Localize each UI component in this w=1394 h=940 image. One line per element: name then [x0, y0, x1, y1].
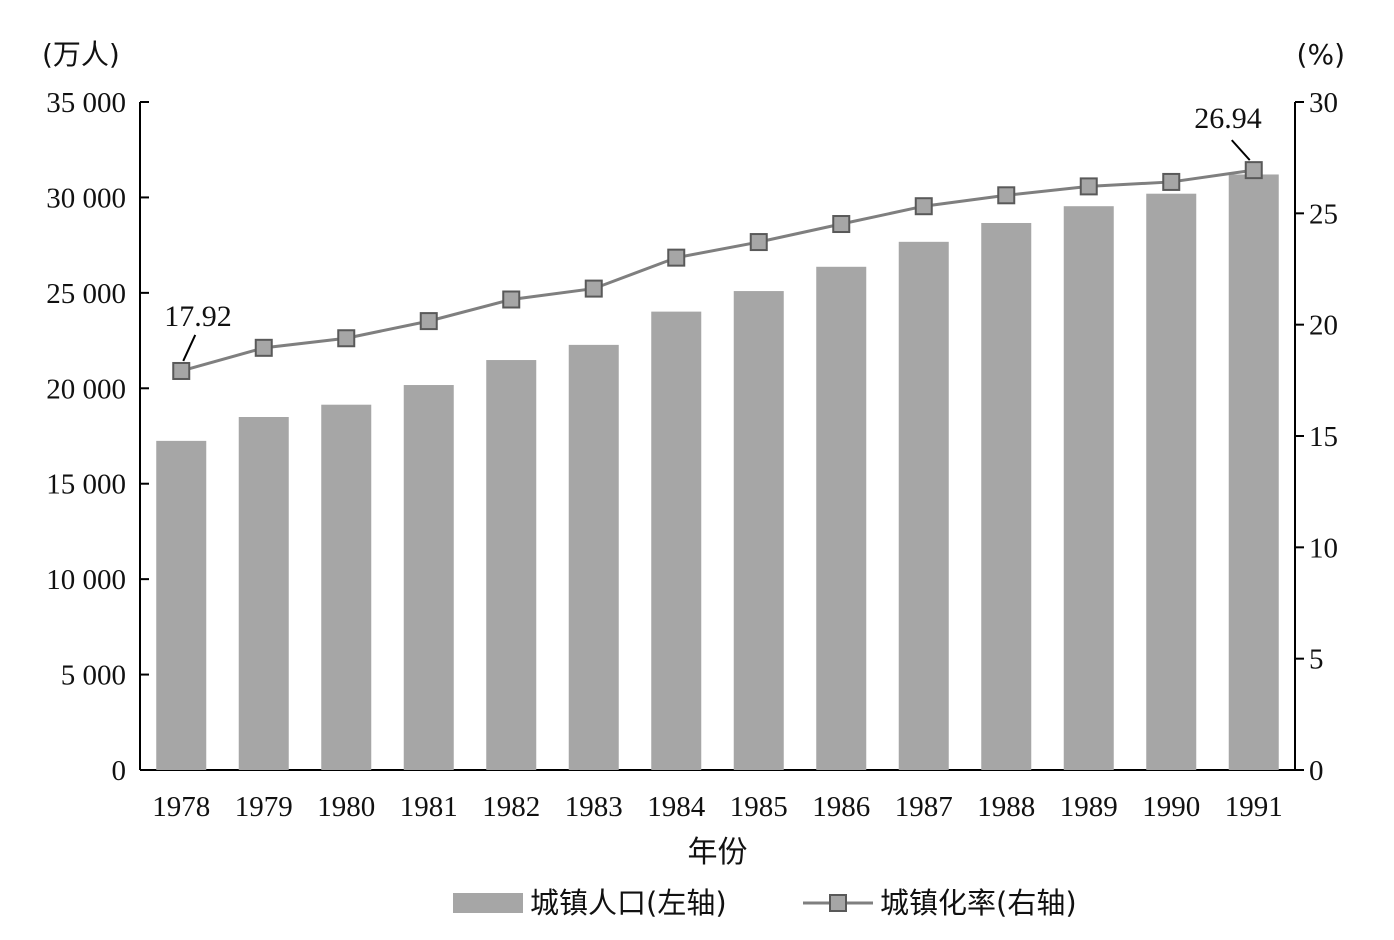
y-left-tick-label: 35 000 — [46, 87, 126, 119]
rate-line — [180, 168, 1254, 373]
bar-1982 — [486, 360, 537, 770]
y-left-tick-label: 30 000 — [46, 182, 126, 214]
bars — [156, 174, 1279, 771]
rate-marker-1988 — [997, 186, 1016, 205]
bar-1988 — [981, 222, 1032, 770]
x-tick-label: 1980 — [317, 791, 375, 823]
x-tick-label: 1978 — [152, 791, 210, 823]
legend-swatch-marker — [829, 894, 847, 912]
y-right-tick-label: 5 — [1309, 644, 1324, 676]
bar-1978 — [156, 440, 207, 770]
bar-1989 — [1063, 206, 1114, 770]
y-left-tick-label: 5 000 — [61, 660, 126, 692]
labels: 0 5 000 10 000 15 000 20 000 25 000 30 000 35 0… — [42, 38, 1345, 870]
rate-marker-1984 — [667, 248, 686, 267]
x-tick-label: 1982 — [482, 791, 540, 823]
y-right-unit: (%) — [1297, 38, 1345, 71]
x-tick-label: 1986 — [812, 791, 870, 823]
y-right-tick-label: 15 — [1309, 421, 1338, 453]
rate-marker-1980 — [337, 329, 356, 348]
annotation-label: 17.92 — [164, 300, 232, 333]
y-right-tick-label: 0 — [1309, 755, 1324, 787]
rate-marker-1981 — [419, 312, 438, 331]
rate-marker-1983 — [584, 279, 603, 298]
rate-marker-1987 — [914, 197, 933, 216]
y-right-tick-label: 20 — [1309, 310, 1338, 342]
rate-marker-1982 — [502, 290, 521, 309]
bar-1981 — [403, 385, 454, 770]
y-left-unit: (万人) — [42, 38, 120, 71]
x-tick-label: 1979 — [235, 791, 293, 823]
y-right-tick-label: 10 — [1309, 532, 1338, 564]
x-tick-label: 1984 — [647, 791, 706, 823]
y-right-tick-label: 25 — [1309, 198, 1338, 230]
rate-marker-1986 — [832, 215, 851, 234]
x-tick-label: 1983 — [565, 791, 623, 823]
annotation-label: 26.94 — [1194, 102, 1262, 135]
annotation-leader — [1231, 139, 1251, 161]
bar-1985 — [733, 291, 784, 770]
y-left-tick-label: 0 — [112, 755, 127, 787]
bar-1990 — [1146, 193, 1197, 771]
x-tick-label: 1989 — [1060, 791, 1118, 823]
y-left-tick-label: 25 000 — [46, 278, 126, 310]
y-left-tick-label: 20 000 — [46, 373, 126, 405]
legend-swatch-bar — [453, 893, 523, 913]
bar-1979 — [238, 417, 289, 770]
y-left-tick-label: 10 000 — [46, 564, 126, 596]
x-tick-label: 1990 — [1142, 791, 1200, 823]
x-tick-label: 1981 — [400, 791, 458, 823]
x-tick-label: 1985 — [730, 791, 788, 823]
bar-1986 — [816, 266, 867, 770]
rate-marker-1991 — [1244, 161, 1263, 180]
rate-marker-1989 — [1079, 177, 1098, 196]
legend-label-line: 城镇化率(右轴) — [880, 886, 1077, 920]
x-axis-label: 年份 — [688, 835, 748, 870]
legend-label-bar: 城镇人口(左轴) — [530, 886, 727, 920]
bar-1984 — [651, 311, 702, 770]
rate-marker-1990 — [1162, 172, 1181, 191]
y-right-tick-label: 30 — [1309, 87, 1338, 119]
axes — [139, 101, 1304, 771]
rate-marker-1978 — [172, 361, 191, 380]
x-tick-label: 1988 — [977, 791, 1035, 823]
rate-marker-1979 — [254, 338, 273, 357]
bar-1987 — [898, 241, 949, 770]
x-tick-label: 1987 — [895, 791, 953, 823]
y-left-tick-label: 15 000 — [46, 469, 126, 501]
rate-marker-1985 — [749, 233, 768, 252]
bar-1983 — [568, 344, 619, 770]
x-tick-label: 1991 — [1225, 791, 1283, 823]
legend: 城镇人口(左轴) 城镇化率(右轴) — [453, 886, 1077, 920]
bar-1980 — [321, 404, 372, 770]
annotation-leader — [182, 334, 197, 362]
line-series — [172, 161, 1263, 380]
bar-1991 — [1228, 174, 1279, 771]
